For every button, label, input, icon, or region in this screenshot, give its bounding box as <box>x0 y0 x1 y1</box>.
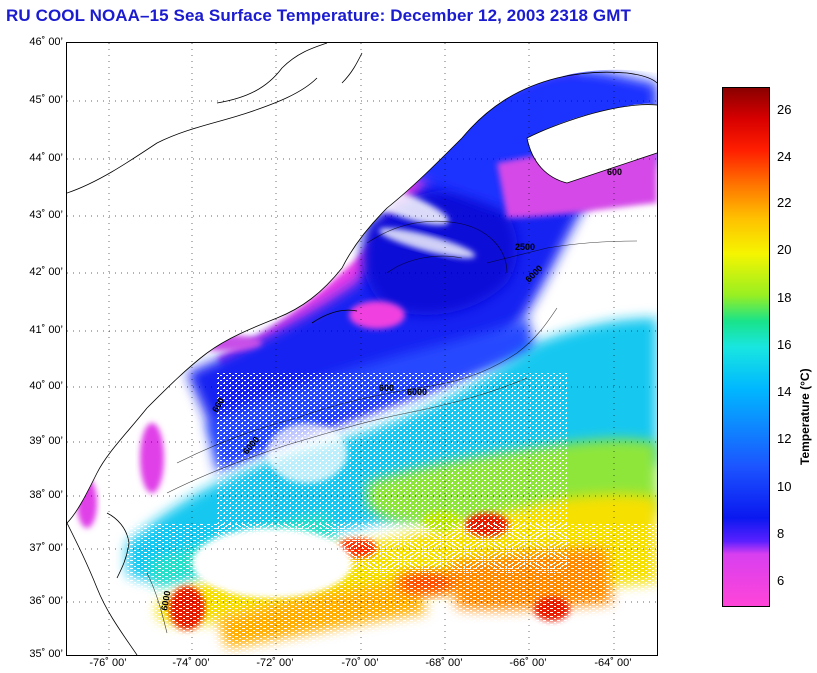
colorbar-tick-10: 10 <box>777 479 792 494</box>
colorbar-tick-20: 20 <box>777 242 792 257</box>
graticule <box>67 43 657 655</box>
contour-label: 6000 <box>159 590 172 611</box>
lat-label-39: 39˚ 00’ <box>29 435 63 447</box>
temperature-colorbar <box>722 87 770 607</box>
lat-label-38: 38˚ 00’ <box>29 489 63 501</box>
lon-label-66: -66˚ 00’ <box>509 657 547 669</box>
colorbar-tick-8: 8 <box>777 526 785 541</box>
contour-label: 600 <box>379 383 394 393</box>
page-title: RU COOL NOAA–15 Sea Surface Temperature:… <box>6 6 631 25</box>
lat-label-45: 45˚ 00’ <box>29 94 63 106</box>
contour-label: 6000 <box>407 387 427 397</box>
colorbar-tick-18: 18 <box>777 290 792 305</box>
lon-label-76: -76˚ 00’ <box>89 657 127 669</box>
colorbar-tick-24: 24 <box>777 149 792 164</box>
lat-label-37: 37˚ 00’ <box>29 542 63 554</box>
sst-map[interactable]: 600 6000 600 6000 600 6000 6000 2500 <box>66 42 658 656</box>
lat-label-35: 35˚ 00’ <box>29 648 63 660</box>
lat-label-41: 41˚ 00’ <box>29 324 63 336</box>
colorbar-title: Temperature (°C) <box>798 368 812 465</box>
lon-label-70: -70˚ 00’ <box>341 657 379 669</box>
land-masses <box>67 43 657 655</box>
lat-label-43: 43˚ 00’ <box>29 209 63 221</box>
lat-label-36: 36˚ 00’ <box>29 595 63 607</box>
lon-label-74: -74˚ 00’ <box>172 657 210 669</box>
colorbar-tick-22: 22 <box>777 195 792 210</box>
colorbar-tick-6: 6 <box>777 573 785 588</box>
lat-label-42: 42˚ 00’ <box>29 266 63 278</box>
lat-label-44: 44˚ 00’ <box>29 152 63 164</box>
contour-label: 600 <box>607 167 622 177</box>
colorbar-tick-16: 16 <box>777 337 792 352</box>
colorbar-tick-26: 26 <box>777 102 792 117</box>
lon-label-64: -64˚ 00’ <box>594 657 632 669</box>
bathymetry-contours <box>146 220 638 634</box>
colorbar-tick-12: 12 <box>777 431 792 446</box>
lon-label-72: -72˚ 00’ <box>256 657 294 669</box>
sst-map-canvas: 600 6000 600 6000 600 6000 6000 2500 <box>67 43 657 655</box>
lat-label-40: 40˚ 00’ <box>29 380 63 392</box>
lat-label-46: 46˚ 00’ <box>29 36 63 48</box>
contour-label: 2500 <box>515 242 535 252</box>
colorbar-tick-14: 14 <box>777 384 792 399</box>
sst-field <box>77 69 657 655</box>
lon-label-68: -68˚ 00’ <box>425 657 463 669</box>
